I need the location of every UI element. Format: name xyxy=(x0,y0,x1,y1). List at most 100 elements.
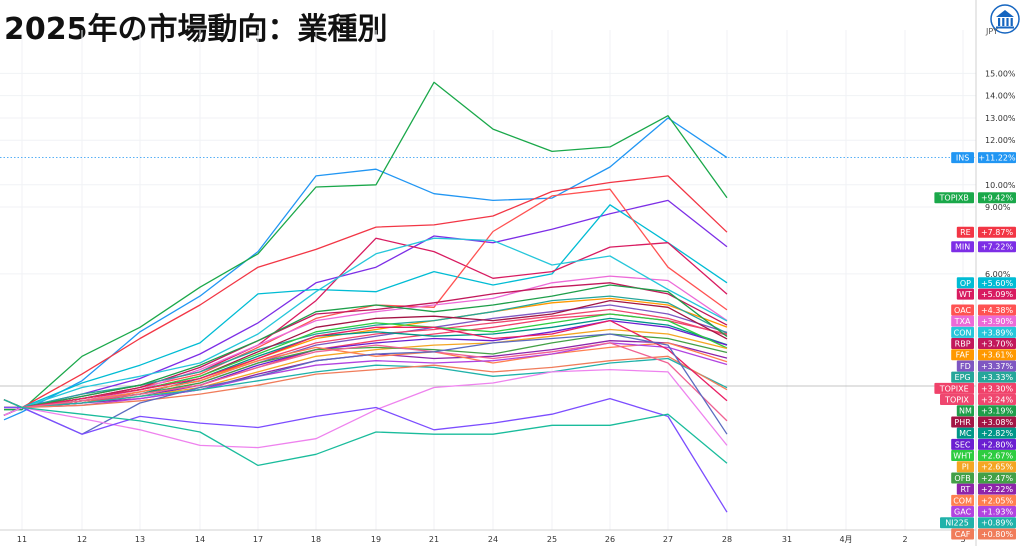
series-name-badge xyxy=(956,461,974,473)
x-tick-label: 4月 xyxy=(839,535,852,544)
series-end-label-oac: OAC +4.38% xyxy=(951,304,1016,316)
series-value-badge xyxy=(978,517,1016,529)
x-tick-label: 12 xyxy=(77,535,87,544)
series-end-label-rt: RT +2.22% xyxy=(956,483,1016,495)
series-value-badge xyxy=(978,483,1016,495)
series-value-badge xyxy=(978,315,1016,327)
series-name-label: MC xyxy=(959,429,972,438)
series-value-label: +2.05% xyxy=(981,496,1014,505)
y-tick-label: 10.00% xyxy=(985,181,1016,190)
series-end-label-op: OP +5.60% xyxy=(956,277,1016,289)
series-name-badge xyxy=(940,517,974,529)
series-end-label-gac: GAC +1.93% xyxy=(951,506,1016,518)
series-end-label-topix: TOPIX +3.24% xyxy=(940,394,1016,406)
series-line-topixb xyxy=(4,81,728,411)
series-value-badge xyxy=(978,450,1016,462)
series-value-badge xyxy=(978,360,1016,372)
series-value-label: +0.80% xyxy=(981,530,1014,539)
series-end-label-ni225: NI225 +0.89% xyxy=(940,517,1016,529)
series-name-badge xyxy=(934,192,974,204)
series-name-label: TOPIX xyxy=(944,396,969,405)
x-tick-label: 19 xyxy=(371,535,381,544)
series-value-label: +5.09% xyxy=(981,290,1014,299)
series-value-badge xyxy=(978,277,1016,289)
series-value-label: +3.30% xyxy=(981,384,1014,393)
series-value-badge xyxy=(978,405,1016,417)
series-end-label-com: COM +2.05% xyxy=(951,494,1016,506)
series-end-label-topixb: TOPIXB +9.42% xyxy=(934,192,1016,204)
series-value-badge xyxy=(978,288,1016,300)
series-name-badge xyxy=(951,472,974,484)
series-value-badge xyxy=(978,506,1016,518)
series-value-badge xyxy=(978,241,1016,253)
series-name-label: FAF xyxy=(956,351,970,360)
y-tick-label: 15.00% xyxy=(985,69,1016,78)
series-value-label: +3.24% xyxy=(981,396,1014,405)
series-value-badge xyxy=(978,152,1016,164)
series-value-label: +5.60% xyxy=(981,279,1014,288)
series-value-badge xyxy=(978,528,1016,540)
series-end-labels: INS +11.22% TOPIXB +9.42% RE +7.87% MIN +7.22% O… xyxy=(934,152,1016,540)
series-value-label: +11.22% xyxy=(978,154,1016,163)
series-end-label-caf: CAF +0.80% xyxy=(951,528,1016,540)
series-name-badge xyxy=(951,438,974,450)
series-name-label: COM xyxy=(953,496,972,505)
series-name-badge xyxy=(951,304,974,316)
series-end-label-faf: FAF +3.61% xyxy=(951,349,1016,361)
series-name-label: OP xyxy=(960,279,971,288)
series-name-label: RE xyxy=(960,228,971,237)
series-name-label: WHT xyxy=(953,452,972,461)
x-tick-label: 2 xyxy=(902,535,907,544)
series-name-badge xyxy=(951,416,974,428)
series-value-label: +2.67% xyxy=(981,452,1014,461)
series-line-gac xyxy=(3,342,728,416)
series-value-label: +2.82% xyxy=(981,429,1014,438)
series-name-badge xyxy=(951,315,974,327)
series-value-badge xyxy=(978,192,1016,204)
series-value-badge xyxy=(978,338,1016,350)
series-name-label: NI225 xyxy=(945,519,969,528)
series-name-label: INS xyxy=(956,154,969,163)
currency-label: JPY xyxy=(986,27,998,36)
series-name-label: CON xyxy=(954,328,972,337)
series-end-label-topixe: TOPIXE +3.30% xyxy=(934,382,1016,394)
series-value-label: +4.38% xyxy=(981,306,1014,315)
series-end-label-epg: EPG +3.33% xyxy=(951,371,1016,383)
series-name-label: TOPIXB xyxy=(939,194,969,203)
series-value-badge xyxy=(978,438,1016,450)
series-value-label: +3.61% xyxy=(981,351,1014,360)
series-name-label: TXA xyxy=(954,317,971,326)
series-name-label: MIN xyxy=(955,243,970,252)
series-name-label: CAF xyxy=(955,530,971,539)
series-name-label: RBP xyxy=(955,340,971,349)
series-value-label: +2.65% xyxy=(981,463,1014,472)
series-name-label: NM xyxy=(959,407,972,416)
y-tick-label: 12.00% xyxy=(985,136,1016,145)
series-value-badge xyxy=(978,371,1016,383)
series-line-unlabeled-29 xyxy=(3,333,728,435)
page-title: 2025年の市場動向：業種別 xyxy=(4,12,388,47)
series-name-badge xyxy=(951,528,974,540)
series-value-label: +7.22% xyxy=(981,243,1014,252)
x-tick-label: 28 xyxy=(722,535,732,544)
series-name-label: OFB xyxy=(954,474,970,483)
series-end-label-pi: PI +2.65% xyxy=(956,461,1016,473)
series-value-badge xyxy=(978,382,1016,394)
series-value-badge xyxy=(978,226,1016,238)
series-name-label: PHR xyxy=(954,418,971,427)
series-name-badge xyxy=(940,394,974,406)
series-line-unlabeled-32 xyxy=(3,399,728,467)
series-line-ins xyxy=(3,117,728,421)
x-tick-label: 11 xyxy=(17,535,27,544)
series-value-badge xyxy=(978,416,1016,428)
series-name-label: OAC xyxy=(954,306,971,315)
series-layer xyxy=(3,81,728,513)
series-value-label: +1.93% xyxy=(981,508,1014,517)
series-value-label: +3.19% xyxy=(981,407,1014,416)
series-value-label: +9.42% xyxy=(981,194,1014,203)
y-tick-label: 14.00% xyxy=(985,92,1016,101)
series-line-re xyxy=(3,175,728,409)
x-tick-label: 14 xyxy=(195,535,205,544)
series-end-label-rbp: RBP +3.70% xyxy=(951,338,1016,350)
series-name-label: TOPIXE xyxy=(939,384,969,393)
